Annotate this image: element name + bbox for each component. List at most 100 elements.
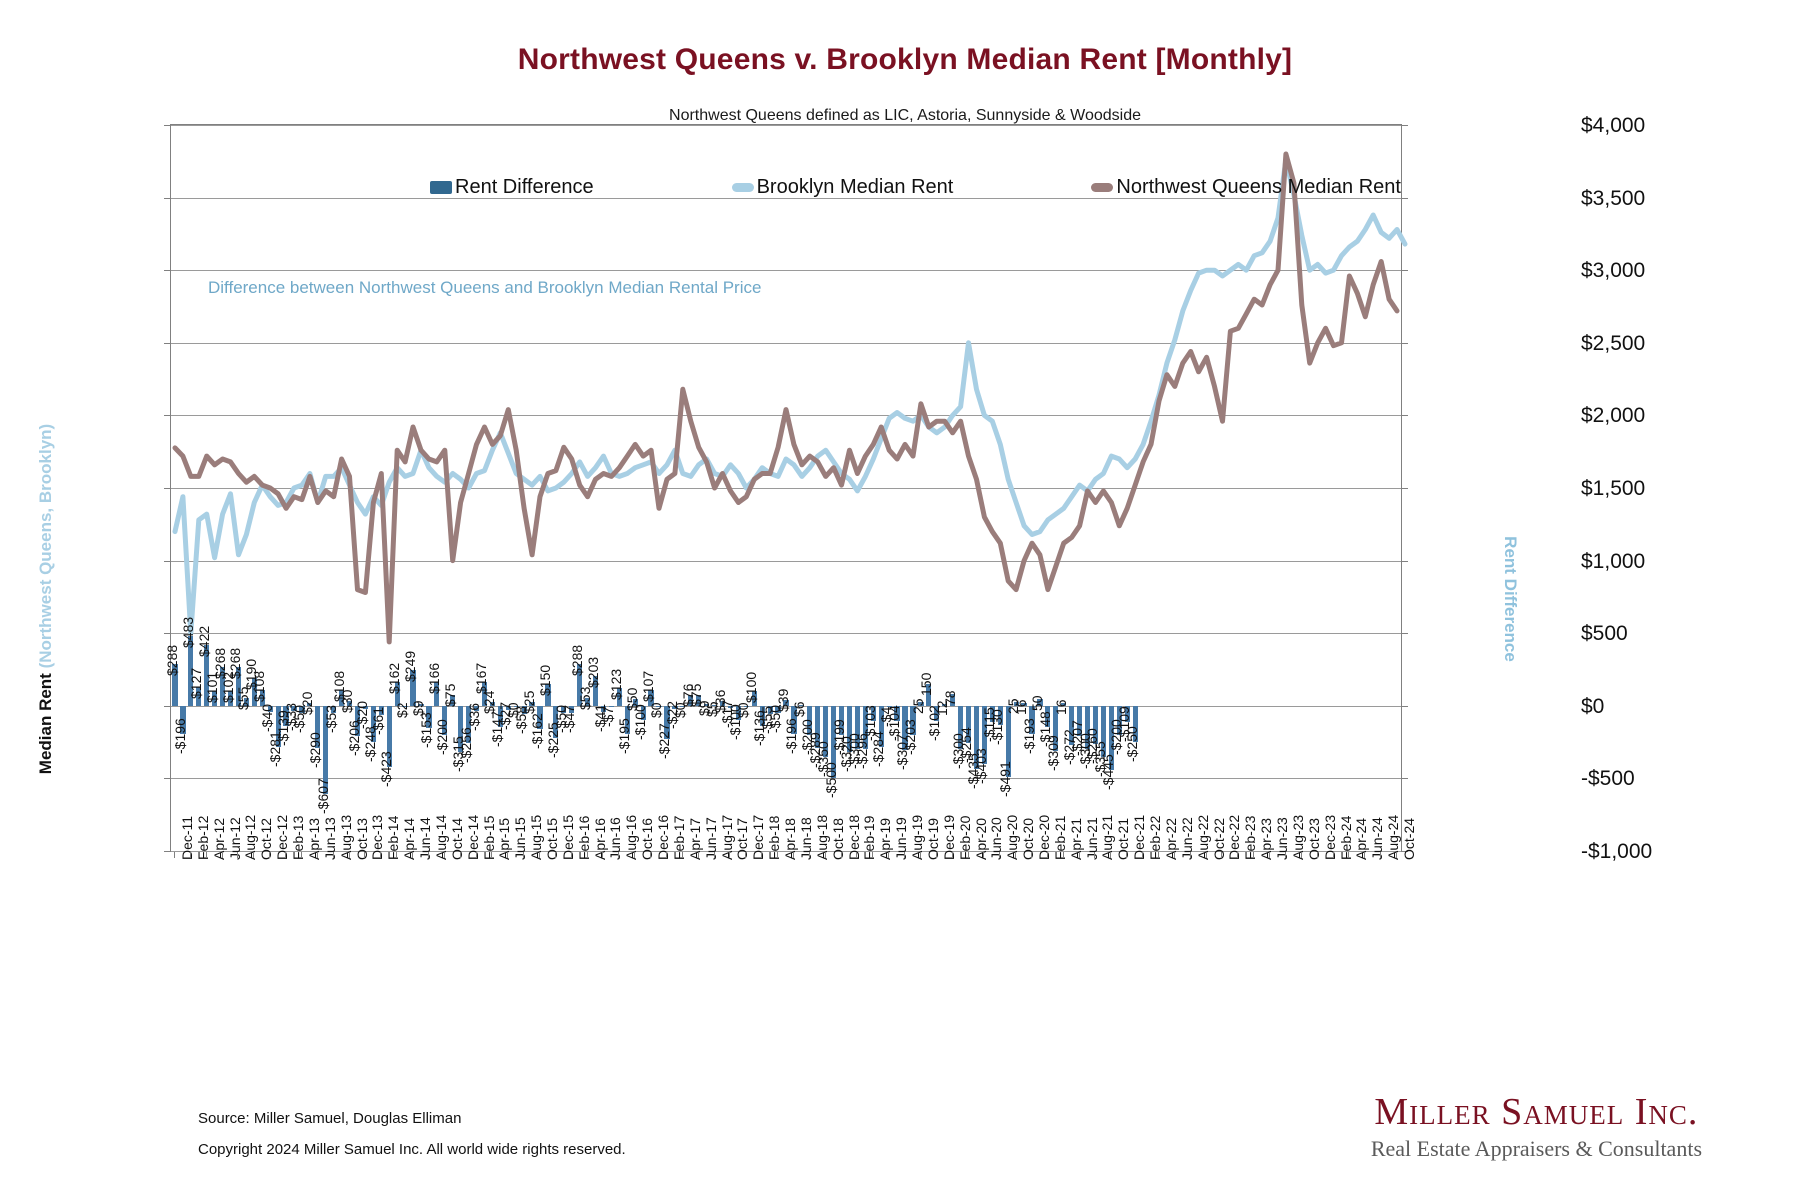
x-tick-mark <box>777 852 779 858</box>
x-axis-tick-label: Jun-19 <box>893 817 910 860</box>
bar-rent-difference <box>426 705 432 728</box>
bar-value-label: $483 <box>179 616 196 648</box>
bar-value-label: 50 <box>1028 694 1045 711</box>
y-tick-mark <box>1401 851 1408 852</box>
chart-subtitle: Northwest Queens defined as LIC, Astoria… <box>669 107 1141 124</box>
bar-rent-difference <box>989 705 995 723</box>
y-axis-right-tick: $2,500 <box>1581 331 1646 355</box>
bar-rent-difference <box>886 705 892 707</box>
legend-swatch-icon <box>1091 183 1114 192</box>
y-tick-mark <box>164 415 171 417</box>
x-tick-mark <box>269 852 271 858</box>
bar-rent-difference <box>323 705 329 794</box>
y-tick-mark <box>1401 415 1408 417</box>
bar-rent-difference <box>704 704 710 706</box>
bar-value-label: -$195 <box>616 718 633 755</box>
x-tick-mark <box>792 852 794 858</box>
x-tick-mark <box>316 852 318 858</box>
logo-line-2: Real Estate Appraisers & Consultants <box>1370 1136 1702 1161</box>
bar-rent-difference <box>624 705 630 735</box>
x-tick-mark <box>872 852 874 858</box>
x-tick-mark <box>1380 852 1382 858</box>
bar-rent-difference <box>1092 705 1099 744</box>
chart-legend: Rent Difference Brooklyn Median Rent North… <box>430 176 1401 199</box>
y-tick-mark <box>1401 560 1408 562</box>
y-tick-mark <box>164 270 171 272</box>
x-tick-mark <box>1157 852 1159 858</box>
bar-rent-difference <box>481 681 488 706</box>
bar-value-label: -$193 <box>1021 718 1037 754</box>
bar-value-label: -$607 <box>314 778 331 814</box>
x-tick-mark <box>1142 852 1144 858</box>
x-tick-mark <box>332 852 334 858</box>
bar-value-label: $0 <box>735 702 752 718</box>
bar-rent-difference <box>910 705 916 736</box>
x-tick-mark <box>602 852 604 858</box>
y-axis-right-tick: $4,000 <box>1581 114 1646 137</box>
x-tick-mark <box>856 852 858 858</box>
bar-rent-difference <box>934 705 940 721</box>
bar-value-label: 25 <box>909 698 926 715</box>
bar-rent-difference <box>196 687 202 706</box>
logo-line-1: Miller Samuel Inc. <box>1374 1091 1699 1133</box>
x-axis-tick-label: Oct-24 <box>1401 817 1418 860</box>
bar-rent-difference <box>767 705 773 714</box>
x-tick-mark <box>253 852 255 858</box>
x-axis-tick-label: Oct-12 <box>258 817 275 860</box>
bar-value-label: $107 <box>640 671 657 703</box>
legend-label: Brooklyn Median Rent <box>756 176 954 198</box>
bar-rent-difference <box>1021 703 1027 706</box>
bar-value-label: $25 <box>521 690 538 715</box>
x-tick-mark <box>475 852 477 858</box>
legend-item[interactable]: Rent Difference <box>430 176 594 199</box>
bar-rent-difference <box>338 690 345 706</box>
y-tick-mark <box>1401 197 1408 199</box>
bar-rent-difference <box>394 682 400 706</box>
bar-rent-difference <box>926 684 932 706</box>
y-tick-mark <box>1401 705 1408 707</box>
y-axis-right-tick: -$500 <box>1581 767 1635 791</box>
y-axis-left-label: Median Rent (Northwest Queens, Brooklyn) <box>36 389 56 809</box>
x-axis-tick-label: Feb-19 <box>861 815 878 860</box>
x-tick-mark <box>173 852 175 858</box>
bar-rent-difference <box>354 705 361 736</box>
y-axis-right-tick: $2,000 <box>1581 404 1646 428</box>
x-axis-tick-label: Dec-18 <box>845 814 862 860</box>
chart-annotation: Difference between Northwest Queens and … <box>208 278 762 297</box>
bar-value-label: $167 <box>473 662 490 694</box>
x-tick-mark <box>205 852 207 858</box>
bar-value-label: -$36 <box>465 702 482 732</box>
bar-value-label: $268 <box>227 647 244 679</box>
x-axis-tick-label: Apr-17 <box>686 817 703 860</box>
x-axis-tick-label: Feb-17 <box>670 815 687 860</box>
line-northwest-queens-median-rent <box>172 151 1400 645</box>
x-axis-tick-label: Oct-23 <box>1305 817 1322 860</box>
bar-rent-difference <box>870 705 876 721</box>
bar-rent-difference <box>1005 705 1011 778</box>
x-tick-mark <box>1316 852 1318 858</box>
bar-value-label: $20 <box>298 691 315 715</box>
bar-rent-difference <box>648 690 654 706</box>
x-axis-tick-label: Feb-20 <box>956 815 973 860</box>
x-tick-mark <box>396 852 398 858</box>
bar-rent-difference <box>529 702 535 706</box>
bar-rent-difference <box>553 705 559 739</box>
bar-value-label: -$130 <box>989 708 1006 745</box>
x-axis-tick-label: Feb-21 <box>1051 815 1068 860</box>
x-tick-mark <box>824 852 826 858</box>
bar-rent-difference <box>608 705 615 707</box>
bar-value-label: -$40 <box>259 703 276 732</box>
x-tick-mark <box>1173 852 1175 858</box>
legend-item[interactable]: Northwest Queens Median Rent <box>1091 176 1401 199</box>
x-tick-mark <box>364 852 366 858</box>
bar-rent-difference <box>997 705 1003 725</box>
legend-item[interactable]: Brooklyn Median Rent <box>731 176 954 199</box>
bar-rent-difference <box>243 697 249 706</box>
bar-rent-difference <box>751 691 757 706</box>
x-axis-tick-label: Jun-21 <box>1083 817 1100 860</box>
bar-value-label: $422 <box>195 625 212 657</box>
x-tick-mark <box>904 852 906 858</box>
bar-rent-difference <box>1100 705 1107 758</box>
x-tick-mark <box>1031 852 1032 858</box>
x-tick-mark <box>1189 852 1191 858</box>
